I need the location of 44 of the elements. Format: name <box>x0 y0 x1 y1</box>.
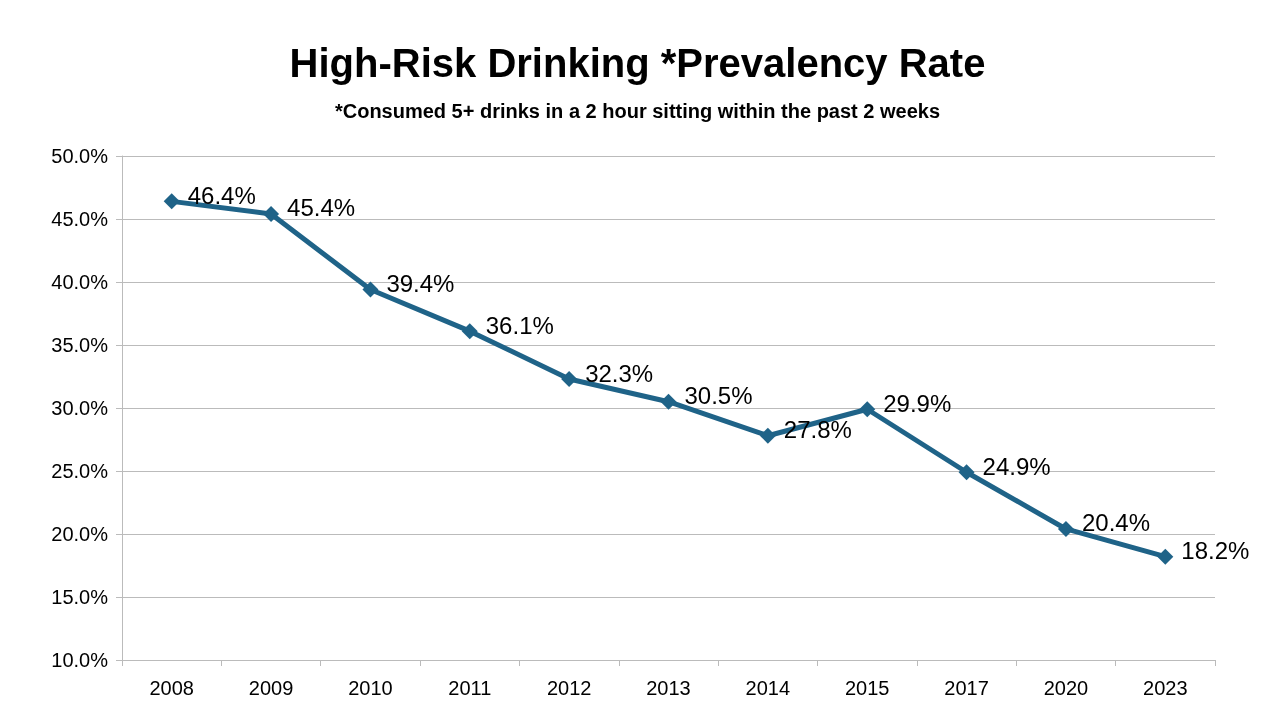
data-label: 32.3% <box>585 359 654 387</box>
point <box>1157 548 1174 565</box>
chart-title: High-Risk Drinking *Prevalency Rate <box>289 41 986 85</box>
x-tick-label: 2009 <box>248 677 294 699</box>
y-tick-label: 30.0% <box>51 397 109 419</box>
data-label: 46.4% <box>187 181 256 209</box>
x-tick-label: 2020 <box>1043 677 1089 699</box>
x-tick-label: 2012 <box>546 677 592 699</box>
point <box>759 427 776 444</box>
chart-subtitle: *Consumed 5+ drinks in a 2 hour sitting within the past 2 weeks <box>334 100 941 122</box>
x-tick-label: 2015 <box>844 677 890 699</box>
data-label: 39.4% <box>386 270 455 298</box>
data-label: 30.5% <box>684 382 753 410</box>
y-tick-label: 40.0% <box>51 271 109 293</box>
x-tick-label: 2017 <box>944 677 989 699</box>
point <box>660 393 677 410</box>
y-tick-label: 45.0% <box>51 208 109 230</box>
data-label: 36.1% <box>485 311 554 339</box>
y-tick-label: 25.0% <box>51 460 109 482</box>
point <box>362 281 379 298</box>
data-label: 18.2% <box>1181 537 1250 565</box>
x-tick-label: 2014 <box>745 677 791 699</box>
x-tick-label: 2008 <box>149 677 194 699</box>
point <box>461 323 478 340</box>
data-label: 20.4% <box>1081 509 1151 537</box>
x-tick-label: 2011 <box>448 677 492 699</box>
data-label: 29.9% <box>883 389 952 417</box>
y-tick-label: 10.0% <box>51 649 109 671</box>
point <box>1057 520 1074 537</box>
point <box>163 193 180 210</box>
y-tick-label: 35.0% <box>51 334 109 356</box>
y-tick-label: 15.0% <box>51 586 109 608</box>
y-tick-label: 50.0% <box>51 145 109 167</box>
point <box>958 464 975 481</box>
point <box>859 401 876 418</box>
point <box>263 205 280 222</box>
y-tick-label: 20.0% <box>51 523 109 545</box>
point <box>561 371 578 388</box>
x-tick-label: 2013 <box>646 677 691 699</box>
data-label: 24.9% <box>982 452 1051 480</box>
data-label: 27.8% <box>783 416 852 444</box>
data-label: 45.4% <box>287 194 356 222</box>
x-tick-label: 2023 <box>1143 677 1188 699</box>
x-tick-label: 2010 <box>348 677 393 699</box>
